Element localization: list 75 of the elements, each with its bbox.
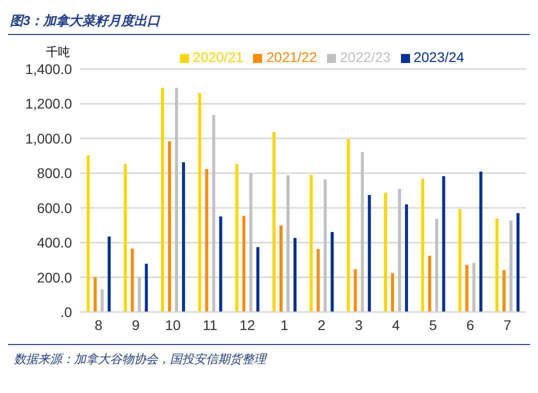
bar <box>205 168 208 312</box>
bar <box>249 173 252 312</box>
bar <box>435 218 438 312</box>
x-tick-label: 10 <box>165 316 181 333</box>
y-tick-label: 1,000.0 <box>25 130 72 146</box>
x-tick-label: 5 <box>429 316 438 333</box>
x-tick-label: 12 <box>239 316 256 333</box>
legend-label: 2021/22 <box>266 49 317 65</box>
legend-label: 2022/23 <box>340 49 391 65</box>
bar <box>175 88 178 312</box>
bar <box>161 88 164 312</box>
bar <box>144 264 148 312</box>
bar <box>138 277 141 312</box>
legend-label: 2020/21 <box>192 49 244 65</box>
bar <box>212 114 216 312</box>
bar <box>124 164 127 312</box>
legend-label: 2023/24 <box>414 49 464 65</box>
bar <box>100 289 104 312</box>
bar <box>310 175 313 312</box>
bar <box>198 93 202 312</box>
y-tick-label: 1,400.0 <box>25 60 72 77</box>
bar <box>330 232 334 312</box>
bar <box>465 264 468 312</box>
x-tick-label: 2 <box>318 316 326 333</box>
bar <box>442 176 446 312</box>
y-tick-label: 600.0 <box>36 200 72 216</box>
bar <box>472 262 476 312</box>
bar <box>182 162 186 312</box>
x-tick-label: 6 <box>466 316 474 333</box>
bar <box>398 188 402 312</box>
bar <box>130 248 134 312</box>
x-tick-label: 11 <box>202 316 218 333</box>
bar <box>421 178 424 312</box>
bar <box>458 209 462 312</box>
bar <box>94 277 97 312</box>
bar <box>86 155 90 312</box>
bar <box>384 192 388 312</box>
x-tick-label: 1 <box>280 316 289 333</box>
y-tick-label: 400.0 <box>36 234 72 251</box>
bar <box>479 172 482 312</box>
bar <box>346 139 350 312</box>
bar <box>242 216 246 312</box>
chart-title: 图3：加拿大菜籽月度出口 <box>8 8 530 35</box>
bar <box>516 213 520 312</box>
bar <box>219 216 222 312</box>
bar <box>496 218 499 312</box>
source-note: 数据来源：加拿大谷物协会，国投安信期货整理 <box>8 344 530 368</box>
bar <box>502 270 506 312</box>
bar <box>256 247 260 312</box>
bar <box>510 220 513 312</box>
bar <box>280 226 283 312</box>
bar <box>108 236 111 312</box>
bar <box>428 256 432 312</box>
y-tick-label: 1,200.0 <box>25 96 72 112</box>
x-tick-label: 9 <box>132 316 140 333</box>
y-tick-label: .0 <box>60 304 72 320</box>
x-tick-label: 8 <box>94 316 103 333</box>
bar <box>324 179 327 312</box>
bar <box>391 273 394 312</box>
bar <box>286 175 290 312</box>
bar <box>368 195 371 312</box>
y-axis-title: 千吨 <box>46 44 70 61</box>
bar <box>360 152 364 312</box>
bar <box>294 238 297 312</box>
x-tick-label: 7 <box>504 316 512 333</box>
bar <box>405 204 408 312</box>
bar <box>235 164 238 312</box>
y-tick-label: 800.0 <box>36 165 72 182</box>
bar <box>354 269 357 312</box>
bar <box>316 248 320 312</box>
y-tick-label: 200.0 <box>36 269 72 286</box>
x-tick-label: 4 <box>392 316 400 333</box>
bar <box>272 132 276 312</box>
bar <box>168 141 172 312</box>
x-tick-label: 3 <box>354 316 363 333</box>
